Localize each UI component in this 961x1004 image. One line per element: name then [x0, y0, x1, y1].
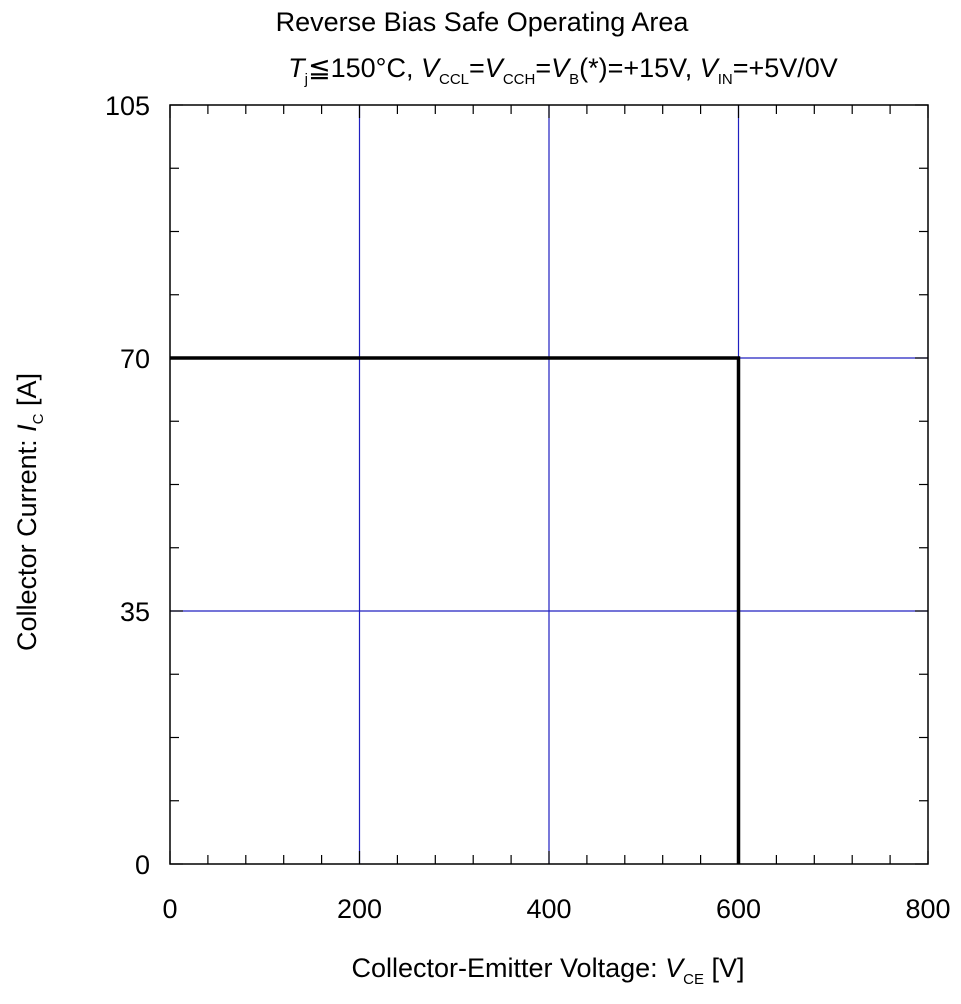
x-axis-label-symbol: V	[665, 953, 686, 983]
y-axis-label-sub: C	[30, 413, 47, 424]
x-tick-labels: 0 200 400 600 800	[162, 894, 950, 924]
x-tick-label-600: 600	[716, 894, 761, 924]
y-axis-label-prefix: Collector Current:	[12, 432, 42, 651]
subtitle-eq2: =	[535, 53, 551, 83]
subtitle-vccl-sub: CCL	[439, 71, 469, 88]
subtitle-vb-sub: B	[569, 71, 579, 88]
y-tick-labels: 0 35 70 105	[105, 91, 150, 880]
subtitle-vb-rest: (*)=+15V,	[579, 53, 700, 83]
x-tick-label-0: 0	[162, 894, 177, 924]
subtitle-vcch-sub: CCH	[503, 71, 536, 88]
y-tick-label-105: 105	[105, 91, 150, 121]
chart-title: Reverse Bias Safe Operating Area	[276, 7, 690, 37]
data-series	[170, 356, 741, 864]
subtitle-tj-rest: ≦150°C,	[308, 53, 421, 83]
plot-frame	[169, 104, 929, 865]
y-tick-label-0: 0	[135, 850, 150, 880]
subtitle-vin-sub: IN	[718, 71, 733, 88]
x-axis-label-sub: CE	[683, 971, 704, 988]
x-axis-label-suffix: [V]	[704, 953, 745, 983]
chart-subtitle: Tj≦150°C, VCCL=VCCH=VB(*)=+15V, VIN=+5V/…	[288, 53, 838, 88]
x-axis-label: Collector-Emitter Voltage: VCE [V]	[352, 953, 745, 988]
y-axis-label: Collector Current: IC [A]	[12, 373, 47, 651]
y-axis-label-suffix: [A]	[12, 373, 42, 414]
x-tick-label-200: 200	[337, 894, 382, 924]
subtitle-vccl-symbol: V	[421, 53, 442, 83]
subtitle-tj-symbol: T	[288, 53, 307, 83]
y-tick-label-35: 35	[120, 597, 150, 627]
x-tick-label-800: 800	[905, 894, 950, 924]
x-axis-label-prefix: Collector-Emitter Voltage:	[352, 953, 666, 983]
subtitle-eq1: =	[469, 53, 485, 83]
y-axis-label-symbol: I	[12, 424, 42, 432]
grid-lines	[170, 105, 928, 864]
subtitle-vb-symbol: V	[551, 53, 572, 83]
x-tick-label-400: 400	[526, 894, 571, 924]
subtitle-tj-sub: j	[304, 71, 308, 88]
rbsoa-boundary-line-0	[170, 356, 741, 864]
subtitle-vin-rest: =+5V/0V	[733, 53, 838, 83]
subtitle-vcch-symbol: V	[485, 53, 506, 83]
y-tick-label-70: 70	[120, 344, 150, 374]
subtitle-vin-symbol: V	[700, 53, 721, 83]
